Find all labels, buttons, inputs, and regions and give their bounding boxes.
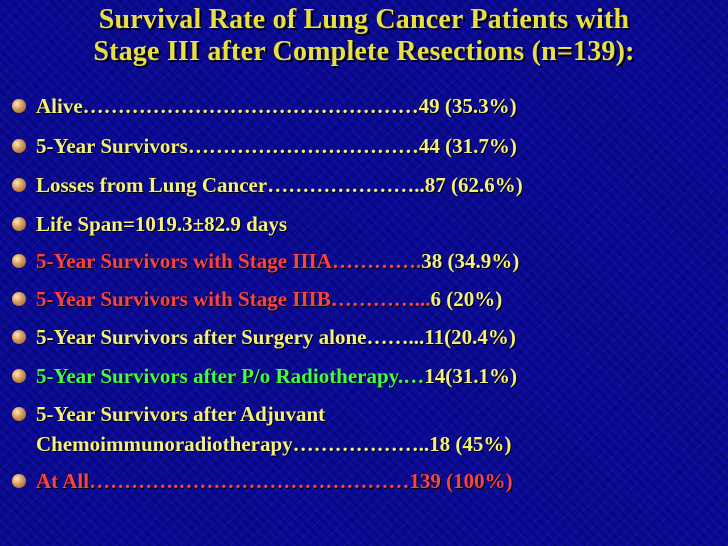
- bullet-icon: [12, 330, 26, 344]
- item-label: 5-Year Survivors……………………………: [36, 134, 419, 158]
- item-label: 5-Year Survivors after Adjuvant: [36, 402, 326, 426]
- item-label: 5-Year Survivors after Surgery alone……..…: [36, 325, 425, 349]
- slide-title: Survival Rate of Lung Cancer Patients wi…: [0, 4, 728, 68]
- bullet-icon: [12, 139, 26, 153]
- item-value: 14(31.1%): [424, 364, 518, 388]
- bullet-icon: [12, 178, 26, 192]
- item-value: 87 (62.6%): [424, 173, 523, 197]
- title-line-1: Survival Rate of Lung Cancer Patients wi…: [98, 4, 630, 35]
- item-value: 11(20.4%): [424, 325, 516, 349]
- bullet-icon: [12, 369, 26, 383]
- item-label: At All………….……………………………: [36, 469, 410, 493]
- title-line-2: Stage III after Complete Resections (n=1…: [93, 36, 635, 67]
- bullet-icon: [12, 407, 26, 421]
- bullet-icon: [12, 292, 26, 306]
- item-value: 6 (20%): [430, 287, 503, 311]
- bullet-icon: [12, 474, 26, 488]
- item-label-line-2: Chemoimmunoradiotherapy………………..: [36, 432, 430, 456]
- item-label: 5-Year Survivors after P/o Radiotherapy.…: [36, 364, 425, 388]
- item-value: 139 (100%): [409, 469, 513, 493]
- item-value: 49 (35.3%): [418, 94, 517, 118]
- item-label: Life Span=1019.3±82.9 days: [36, 212, 288, 236]
- item-label: 5-Year Survivors with Stage IIIA………….: [36, 249, 422, 273]
- item-label: 5-Year Survivors with Stage IIIB…………...: [36, 287, 431, 311]
- item-value: 44 (31.7%): [418, 134, 517, 158]
- list-item-adjuvant: 5-Year Survivors after Adjuvant Chemoimm…: [0, 399, 728, 461]
- item-value: 38 (34.9%): [421, 249, 520, 273]
- bullet-icon: [12, 217, 26, 231]
- bullet-icon: [12, 99, 26, 113]
- item-label: Losses from Lung Cancer…………………..: [36, 173, 425, 197]
- item-value: 18 (45%): [429, 432, 512, 456]
- bullet-icon: [12, 254, 26, 268]
- item-label: Alive…………………………………………: [36, 94, 419, 118]
